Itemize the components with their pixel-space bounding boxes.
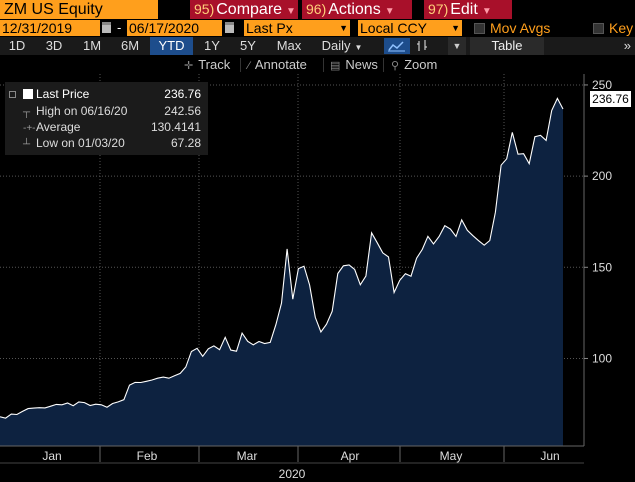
- table-button[interactable]: Table: [470, 37, 544, 55]
- chevron-down-icon: ▼: [384, 6, 395, 17]
- x-axis-year-label: 2020: [279, 467, 306, 481]
- last-price-tag: 236.76: [590, 91, 631, 107]
- legend-high: ┬ High on 06/16/20 242.56: [5, 103, 208, 119]
- tab-1d[interactable]: 1D: [8, 38, 26, 53]
- date-separator: -: [117, 20, 122, 35]
- annotate-tool[interactable]: ∕ Annotate: [248, 56, 307, 74]
- legend-last-price: Last Price 236.76: [5, 86, 208, 102]
- frequency-select[interactable]: Daily ▼: [313, 37, 371, 55]
- high-marker-icon: ┬: [23, 107, 31, 118]
- key-checkbox[interactable]: [593, 23, 604, 34]
- end-date-field[interactable]: 06/17/2020: [127, 20, 222, 36]
- x-tick-label: May: [440, 449, 463, 463]
- legend-label: Average: [36, 120, 81, 134]
- chevron-down-icon: ▼: [354, 43, 363, 52]
- y-tick-label: 200: [592, 169, 612, 183]
- chevron-down-icon: ▼: [286, 6, 296, 17]
- actions-number: 96): [306, 1, 327, 17]
- legend-label: High on 06/16/20: [36, 104, 128, 118]
- tab-ytd[interactable]: YTD: [150, 37, 193, 55]
- x-tick-label: Apr: [341, 449, 360, 463]
- chevron-down-icon: ▼: [481, 6, 492, 17]
- y-tick-label: 150: [592, 260, 612, 274]
- legend-box: Last Price 236.76 ┬ High on 06/16/20 242…: [5, 82, 208, 155]
- divider: [240, 58, 241, 72]
- chevron-down-icon: ▼: [339, 23, 348, 33]
- edit-label: Edit: [450, 1, 478, 18]
- start-date-field[interactable]: 12/31/2019: [0, 20, 100, 36]
- calendar-icon[interactable]: [102, 22, 111, 33]
- line-chart-icon[interactable]: [384, 38, 410, 54]
- mov-avgs-label: Mov Avgs: [490, 20, 551, 36]
- x-tick-label: Mar: [237, 449, 258, 463]
- divider: [383, 58, 384, 72]
- tab-1y[interactable]: 1Y: [204, 38, 220, 53]
- period-tabs: 1D 3D 1M 6M YTD 1Y 5Y Max Daily ▼ ▼ Table…: [0, 37, 635, 55]
- tab-3d[interactable]: 3D: [45, 38, 63, 53]
- security-field[interactable]: ZM US Equity: [0, 0, 158, 19]
- low-marker-icon: ┴: [23, 139, 31, 150]
- chevron-down-icon: ▼: [451, 23, 460, 33]
- compare-button[interactable]: 95) Compare ▼: [190, 0, 298, 19]
- tab-6m[interactable]: 6M: [120, 38, 140, 53]
- track-label: Track: [198, 57, 231, 72]
- price-field-select[interactable]: Last Px ▼: [244, 20, 350, 36]
- x-tick-label: Jan: [42, 449, 61, 463]
- legend-label: Last Price: [36, 87, 90, 101]
- legend-label: Low on 01/03/20: [36, 136, 125, 150]
- price-chart[interactable]: 100 150 200 250 Jan Feb Mar Apr May Jun 2020: [0, 74, 635, 482]
- edit-button[interactable]: 97) Edit ▼: [424, 0, 512, 19]
- range-bar: 12/31/2019 - 06/17/2020 Last Px ▼ Local C…: [0, 19, 635, 37]
- currency-select[interactable]: Local CCY ▼: [358, 20, 462, 36]
- news-icon: ▤: [330, 60, 341, 72]
- track-tool[interactable]: ✛ Track: [184, 56, 230, 74]
- mov-avgs-checkbox[interactable]: [474, 23, 485, 34]
- price-area: [0, 98, 563, 447]
- legend-low: ┴ Low on 01/03/20 67.28: [5, 135, 208, 151]
- frequency-value: Daily: [321, 38, 351, 53]
- chevron-down-icon[interactable]: ▼: [448, 37, 466, 55]
- pencil-icon: ∕: [248, 60, 250, 72]
- x-tick-label: Jun: [540, 449, 559, 463]
- series-swatch: [23, 89, 33, 99]
- key-label: Key: [609, 20, 634, 36]
- legend-average: -+- Average 130.4141: [5, 119, 208, 135]
- y-axis: 100 150 200 250: [583, 74, 612, 446]
- price-field-value: Last Px: [246, 20, 293, 36]
- more-icon[interactable]: »: [623, 38, 631, 53]
- chart-tools: ✛ Track ∕ Annotate ▤ News ⚲ Zoom: [0, 56, 635, 74]
- compare-number: 95): [194, 1, 215, 17]
- y-tick-label: 250: [592, 78, 612, 92]
- legend-value: 130.4141: [150, 120, 201, 134]
- actions-label: Actions: [328, 1, 381, 18]
- magnifier-icon: ⚲: [391, 60, 400, 72]
- bar-chart-icon[interactable]: [413, 38, 435, 54]
- collapse-icon[interactable]: [9, 91, 16, 98]
- tab-max[interactable]: Max: [276, 38, 302, 53]
- tab-5y[interactable]: 5Y: [240, 38, 256, 53]
- legend-value: 242.56: [164, 104, 201, 118]
- y-tick-label: 100: [592, 351, 612, 365]
- price-line: [0, 97, 564, 419]
- news-label: News: [345, 57, 378, 72]
- divider: [323, 58, 324, 72]
- legend-value: 67.28: [170, 136, 201, 150]
- zoom-tool[interactable]: ⚲ Zoom: [391, 56, 437, 74]
- calendar-icon[interactable]: [225, 22, 234, 33]
- tab-1m[interactable]: 1M: [82, 38, 102, 53]
- actions-button[interactable]: 96) Actions ▼: [302, 0, 412, 19]
- x-axis: Jan Feb Mar Apr May Jun 2020: [0, 445, 584, 481]
- edit-number: 97): [428, 1, 449, 17]
- crosshair-icon: ✛: [184, 60, 194, 72]
- average-marker-icon: -+-: [23, 123, 36, 134]
- zoom-label: Zoom: [404, 57, 438, 72]
- compare-label: Compare: [216, 1, 283, 18]
- currency-value: Local CCY: [360, 20, 427, 36]
- legend-value: 236.76: [164, 87, 201, 101]
- news-tool[interactable]: ▤ News: [330, 56, 378, 74]
- annotate-label: Annotate: [254, 57, 307, 72]
- x-tick-label: Feb: [137, 449, 158, 463]
- title-bar: ZM US Equity 95) Compare ▼ 96) Actions ▼ 97)…: [0, 0, 635, 19]
